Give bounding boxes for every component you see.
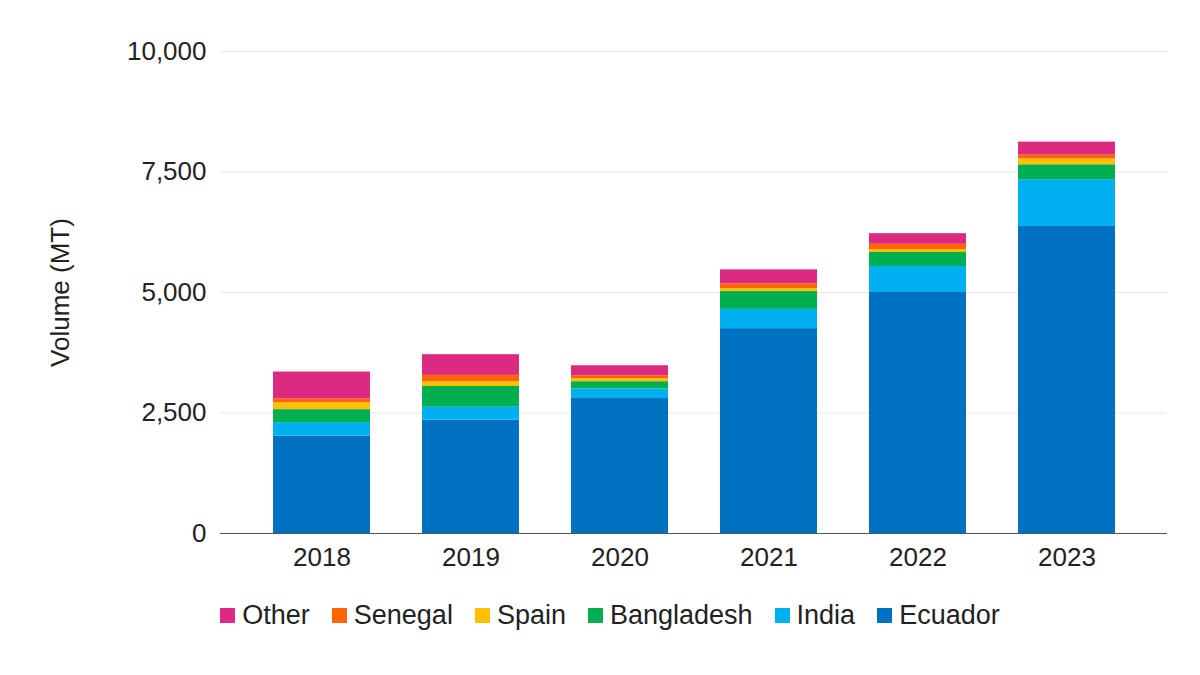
svg-text:Volume (MT): Volume (MT) — [45, 218, 75, 367]
svg-text:2021: 2021 — [740, 542, 798, 572]
svg-text:7,500: 7,500 — [141, 156, 206, 186]
html-text:Other: Other — [242, 600, 310, 630]
svg-text:2023: 2023 — [1038, 542, 1096, 572]
html-text:Senegal: Senegal — [353, 600, 453, 630]
svg-text:2019: 2019 — [442, 542, 500, 572]
html-text:Bangladesh: Bangladesh — [610, 600, 753, 630]
svg-text:10,000: 10,000 — [127, 36, 207, 66]
html-text:Spain: Spain — [496, 600, 566, 630]
svg-text:2,500: 2,500 — [141, 397, 206, 427]
svg-text:2020: 2020 — [591, 542, 649, 572]
html-text:Ecuador: Ecuador — [899, 600, 1000, 630]
html-text:India: India — [796, 600, 856, 630]
svg-text:0: 0 — [192, 518, 206, 548]
svg-text:2022: 2022 — [889, 542, 947, 572]
svg-text:5,000: 5,000 — [141, 277, 206, 307]
svg-text:2018: 2018 — [293, 542, 351, 572]
